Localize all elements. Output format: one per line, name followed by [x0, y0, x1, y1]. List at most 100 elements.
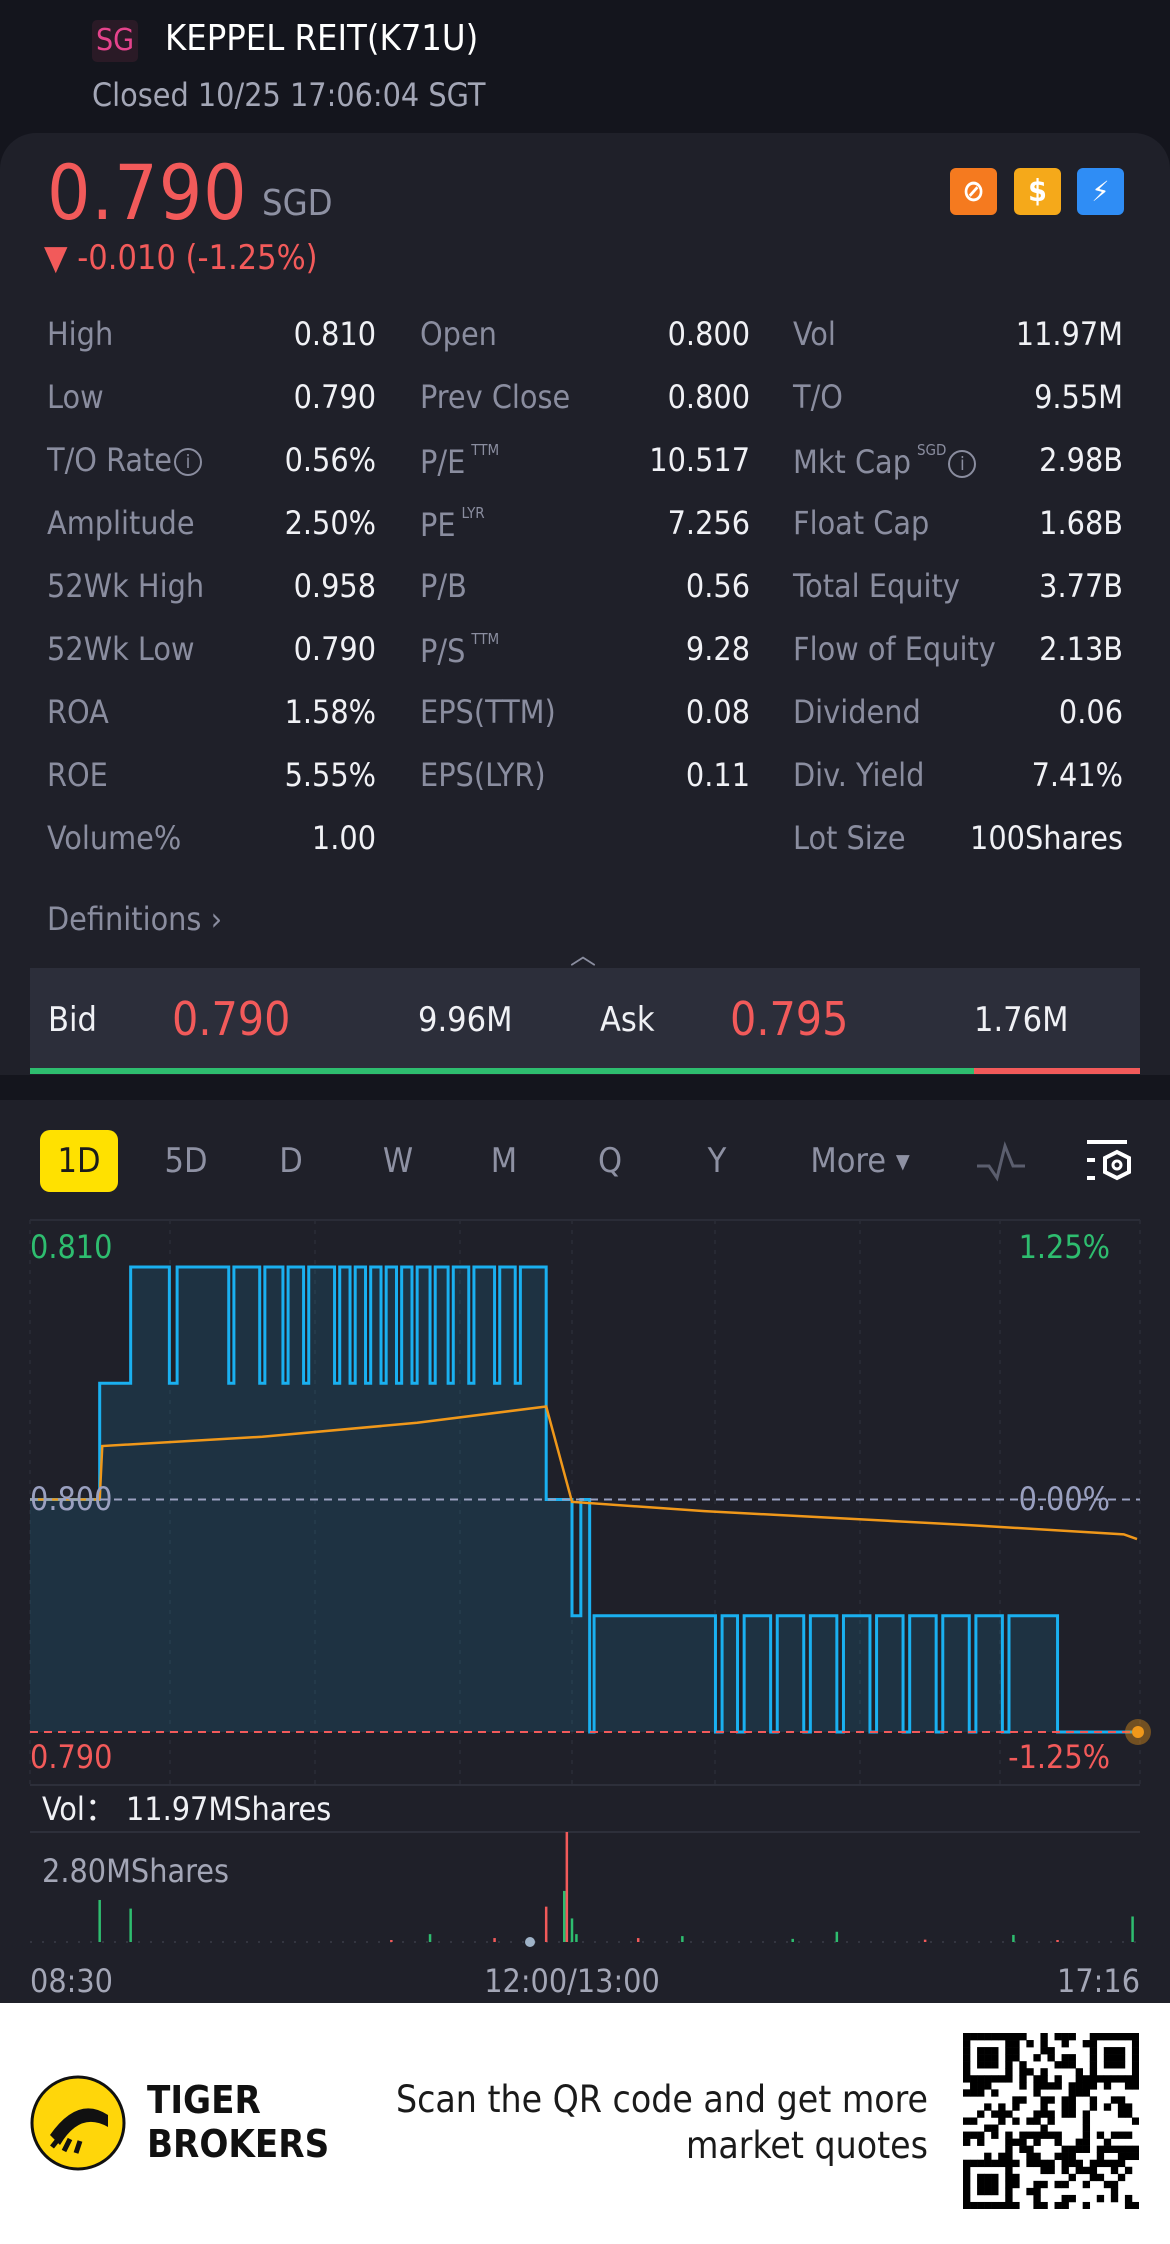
tab-5d[interactable]: 5D [164, 1141, 208, 1181]
stat-value: 100Shares [970, 819, 1123, 857]
qr-module [1096, 2131, 1105, 2139]
tab-y[interactable]: Y [707, 1141, 727, 1181]
stat-label-text: Prev Close [420, 378, 571, 416]
qr-module [991, 2124, 999, 2132]
qr-module [998, 2201, 1006, 2209]
qr-module [1047, 2110, 1055, 2118]
qr-module [1075, 2075, 1083, 2083]
indicator-icon[interactable] [975, 1140, 1027, 1184]
brand-line-2: BROKERS [147, 2122, 330, 2166]
qr-module [991, 2180, 999, 2189]
volume-total: Vol： 11.97MShares [42, 1790, 331, 1828]
y-tick-right: 1.25% [1019, 1228, 1110, 1266]
stat-label-sup: SGD [916, 441, 947, 459]
qr-module [984, 2159, 992, 2168]
stat-label: High [47, 315, 113, 353]
qr-module [963, 2131, 971, 2139]
qr-module [1033, 2201, 1041, 2209]
tab-more[interactable]: More ▼ [795, 1130, 925, 1192]
qr-module [1089, 2068, 1098, 2076]
qr-module [1012, 2180, 1020, 2189]
qr-module [1124, 2075, 1133, 2083]
dividend-icon[interactable]: $ [1014, 168, 1061, 215]
no-short-icon[interactable]: ⊘ [950, 168, 997, 215]
qr-code-icon[interactable] [963, 2033, 1139, 2209]
qr-module [970, 2159, 978, 2168]
qr-module [1019, 2131, 1027, 2139]
qr-module [1075, 2082, 1083, 2090]
qr-module [963, 2075, 971, 2083]
qr-module [1061, 2054, 1069, 2062]
qr-module [963, 2173, 971, 2182]
qr-module [1033, 2075, 1041, 2083]
qr-module [1082, 2117, 1091, 2125]
fast-trade-icon[interactable]: ⚡ [1077, 168, 1124, 215]
qr-module [1005, 2131, 1013, 2139]
info-icon[interactable]: i [948, 450, 977, 478]
qr-module [1096, 2194, 1105, 2203]
stat-label: EPS(LYR) [420, 756, 546, 794]
y-tick-left: 0.800 [30, 1480, 112, 1518]
qr-module [984, 2201, 992, 2209]
qr-module [984, 2152, 992, 2161]
tab-d[interactable]: D [279, 1141, 303, 1181]
stat-label: Amplitude [47, 504, 195, 542]
stat-value: 5.55% [284, 756, 376, 794]
qr-module [1110, 2054, 1119, 2062]
definitions-link[interactable]: Definitions › [47, 900, 222, 938]
qr-module [1026, 2187, 1034, 2196]
qr-module [970, 2131, 978, 2139]
qr-module [1089, 2054, 1098, 2062]
stat-value: 0.08 [685, 693, 750, 731]
qr-module [1019, 2075, 1027, 2083]
qr-module [1103, 2180, 1112, 2189]
qr-module [977, 2089, 985, 2097]
qr-module [1124, 2033, 1133, 2041]
qr-module [1005, 2159, 1013, 2168]
tab-m[interactable]: M [490, 1141, 518, 1181]
stat-label: P/S TTM [420, 630, 499, 670]
tab-1d[interactable]: 1D [40, 1130, 118, 1192]
stat-label: Flow of Equity [793, 630, 996, 668]
ask-label: Ask [600, 1000, 655, 1040]
x-tick: 12:00/13:00 [484, 1962, 660, 2000]
qr-module [1040, 2103, 1048, 2111]
tab-q[interactable]: Q [597, 1141, 623, 1181]
qr-module [1054, 2033, 1062, 2041]
stat-label-text: ROE [47, 756, 108, 794]
qr-module [977, 2075, 985, 2083]
qr-module [1033, 2110, 1041, 2118]
qr-module [1110, 2075, 1119, 2083]
stat-label-text: Div. Yield [793, 756, 925, 794]
chart-settings-icon[interactable] [1085, 1138, 1135, 1186]
qr-module [1033, 2089, 1041, 2097]
qr-module [970, 2033, 978, 2041]
stat-value: 0.958 [293, 567, 376, 605]
qr-module [1040, 2131, 1048, 2139]
tab-w[interactable]: W [382, 1141, 414, 1181]
qr-module [1075, 2159, 1083, 2168]
stat-label-text: Flow of Equity [793, 630, 996, 668]
info-icon[interactable]: i [174, 448, 203, 476]
intraday-chart[interactable]: 0.810 0.800 0.790 1.25% 0.00% -1.25% Vol： 11.9… [0, 0, 1170, 2003]
qr-module [1068, 2159, 1076, 2168]
ask-price: 0.795 [730, 992, 849, 1046]
qr-module [977, 2047, 985, 2055]
qr-module [1089, 2082, 1098, 2090]
qr-module [1005, 2173, 1013, 2182]
qr-module [1068, 2033, 1076, 2041]
stat-value: 2.98B [1039, 441, 1123, 479]
qr-module [963, 2194, 971, 2203]
qr-module [1012, 2033, 1020, 2041]
qr-module [1103, 2159, 1112, 2168]
qr-module [991, 2075, 999, 2083]
qr-module [998, 2152, 1006, 2161]
qr-module [991, 2089, 999, 2097]
stat-label-text: P/B [420, 567, 467, 605]
qr-module [1117, 2110, 1126, 2118]
collapse-chevron-icon[interactable]: ︿ [570, 941, 597, 971]
qr-module [1124, 2103, 1133, 2111]
qr-module [1047, 2054, 1055, 2062]
qr-module [963, 2138, 971, 2146]
bid-ask-bar [30, 968, 1140, 1070]
